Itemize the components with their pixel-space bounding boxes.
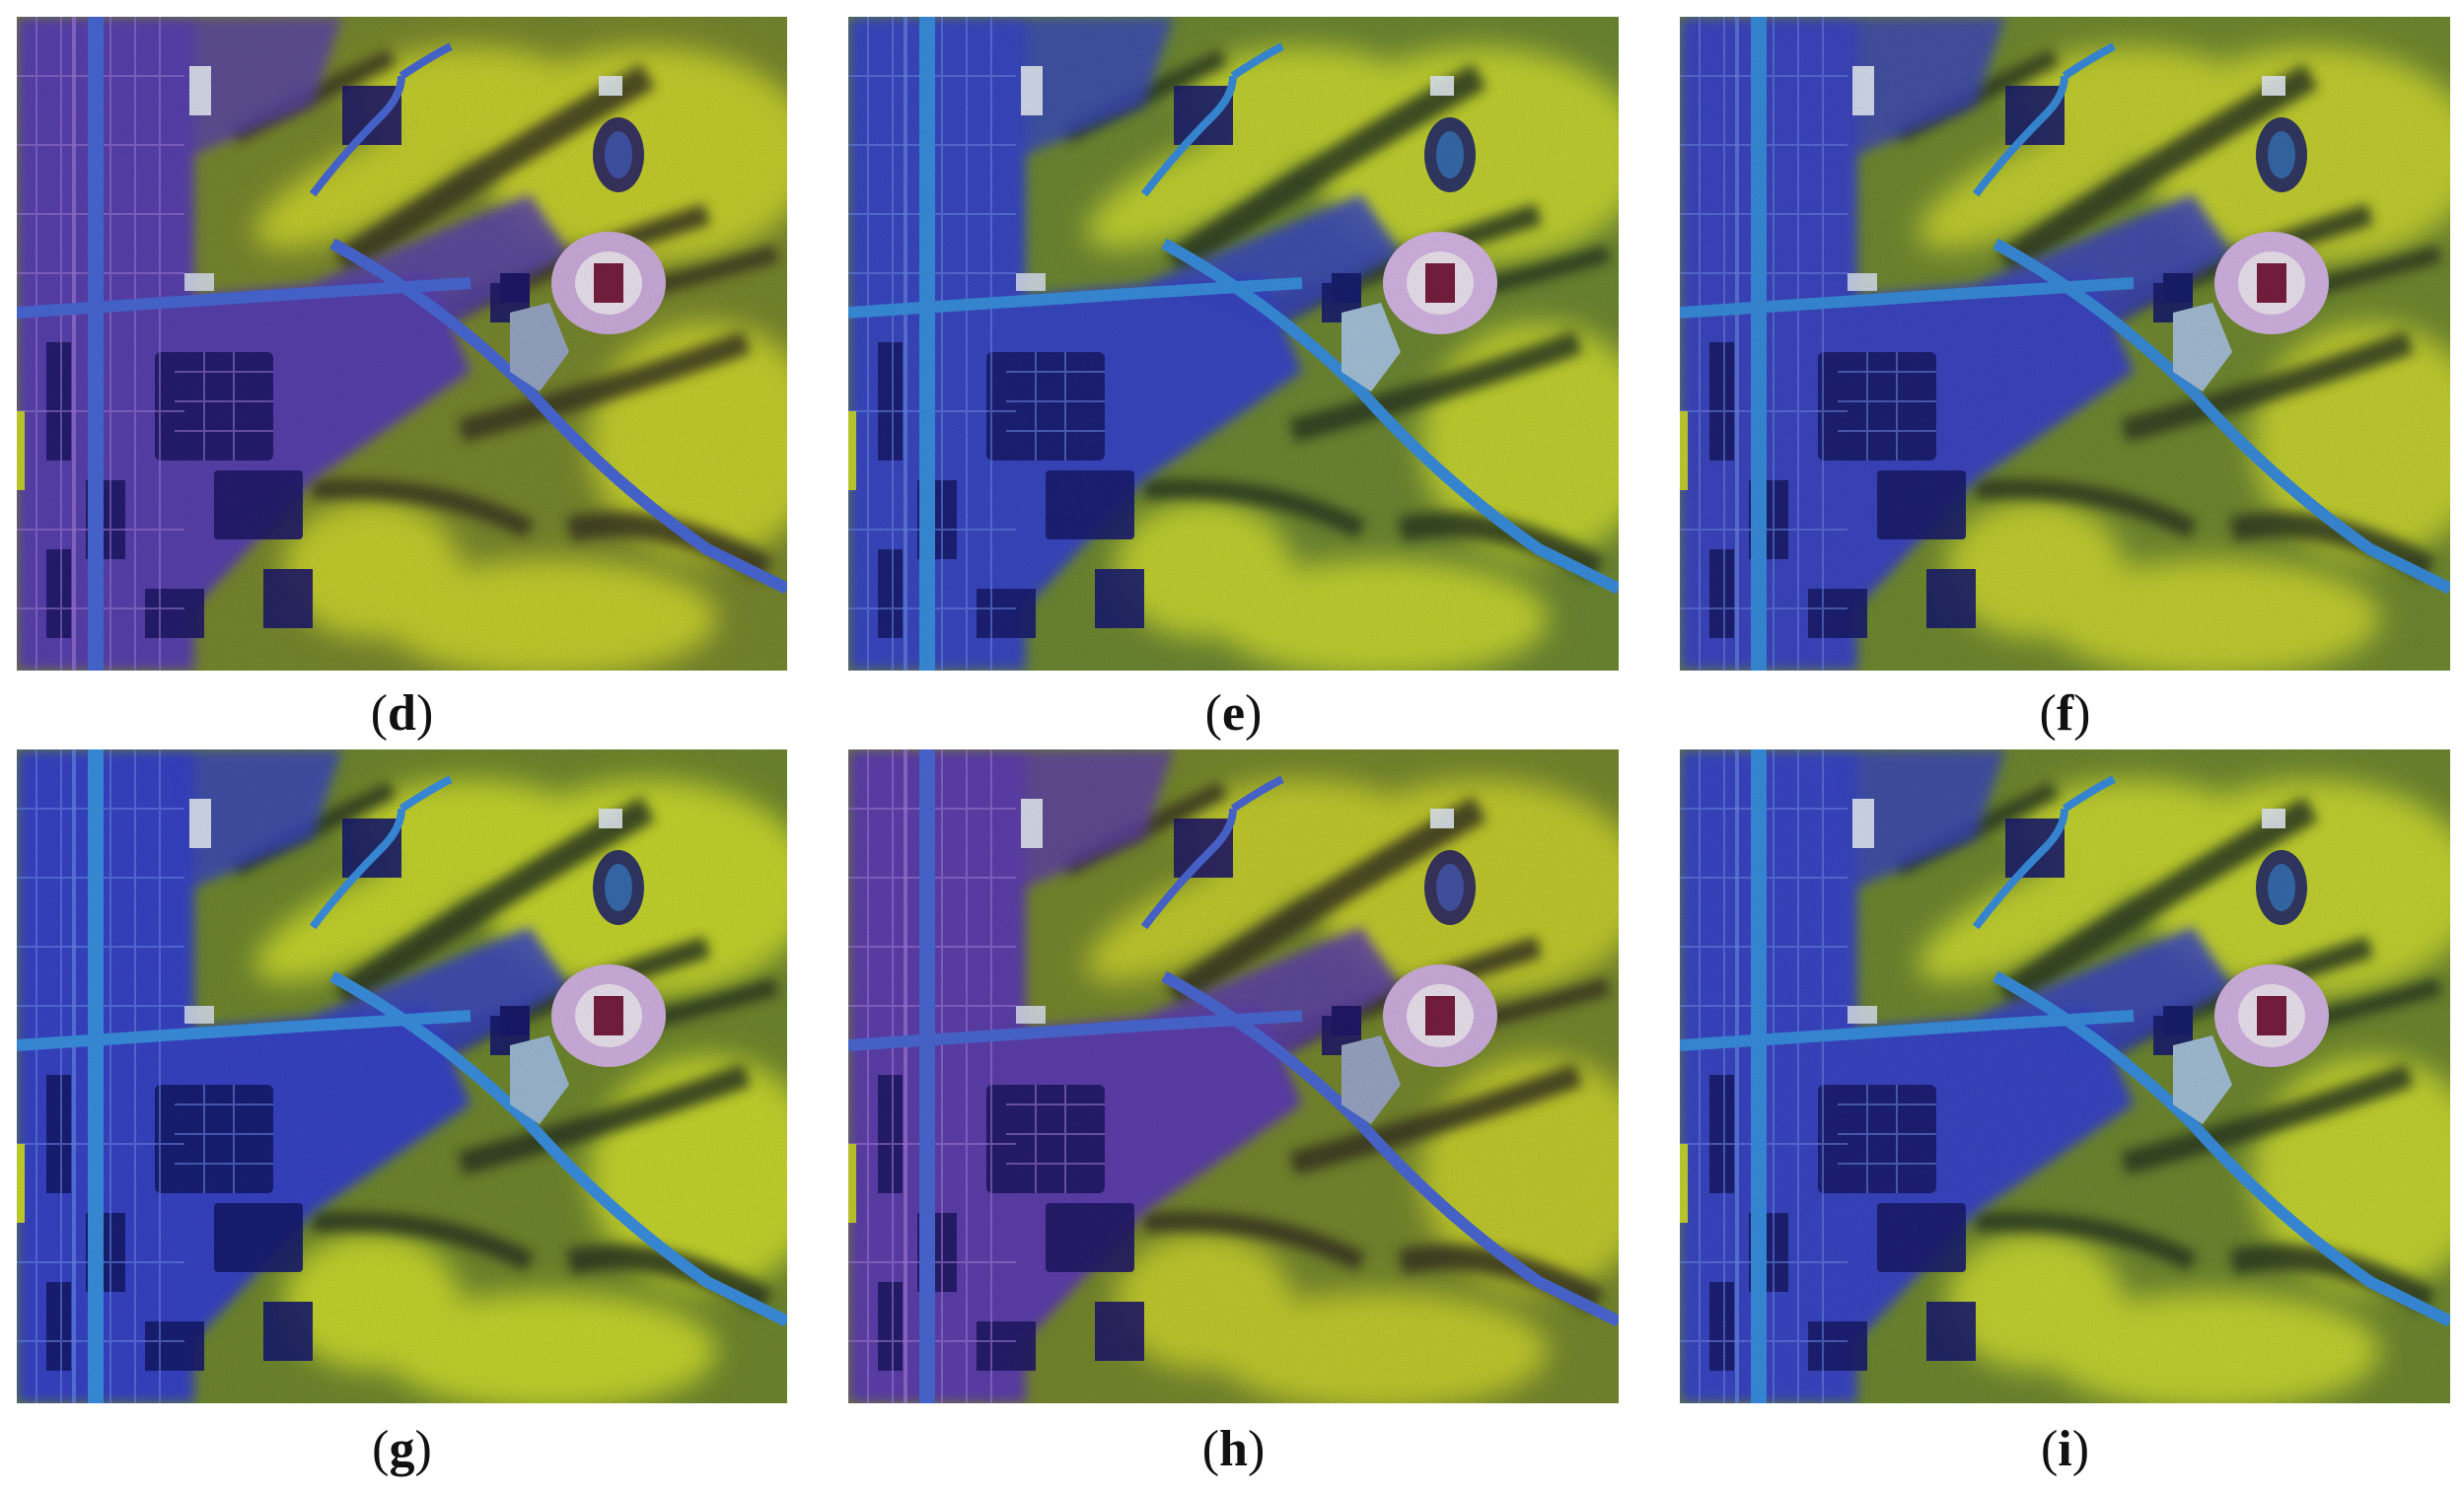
satellite-image-g (17, 749, 787, 1403)
satellite-image-d (17, 17, 787, 671)
caption-g: (g) (372, 1421, 432, 1477)
image-panel-e (848, 17, 1619, 671)
satellite-image-h (848, 749, 1619, 1403)
satellite-image-e (848, 17, 1619, 671)
image-panel-g (17, 749, 787, 1403)
satellite-image-f (1680, 17, 2450, 671)
image-panel-d (17, 17, 787, 671)
caption-e: (e) (1204, 685, 1263, 742)
image-panel-h (848, 749, 1619, 1403)
caption-f: (f) (2039, 685, 2091, 742)
satellite-image-i (1680, 749, 2450, 1403)
image-panel-f (1680, 17, 2450, 671)
caption-d: (d) (370, 685, 434, 742)
caption-h: (h) (1201, 1421, 1266, 1477)
image-panel-i (1680, 749, 2450, 1403)
caption-i: (i) (2040, 1421, 2090, 1477)
